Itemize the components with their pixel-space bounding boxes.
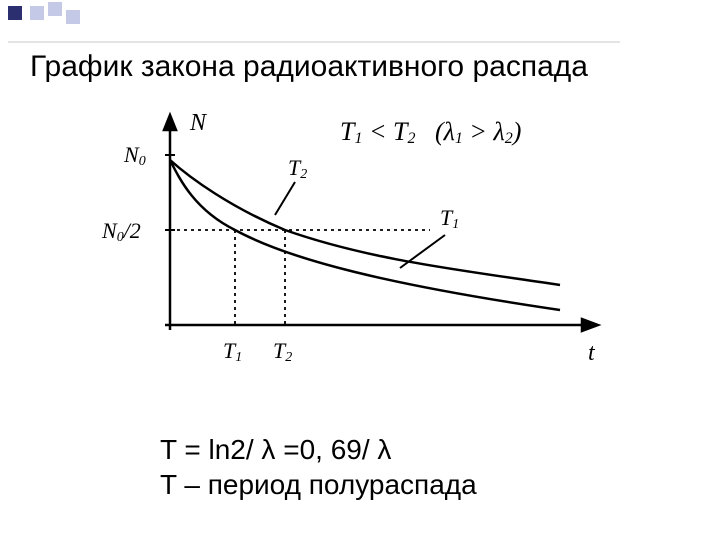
- bottom-formula-block: T = ln2/ λ =0, 69/ λ T – период полурасп…: [160, 432, 690, 502]
- y-axis-label: N: [189, 110, 208, 136]
- formula-line-2: T – период полураспада: [160, 467, 690, 502]
- xtick-T2: T2: [273, 338, 292, 365]
- curve-T1: [170, 160, 560, 310]
- decay-chart: T1 < T2 (λ1 > λ2) N t N0: [90, 110, 630, 400]
- header-decoration: [0, 0, 720, 30]
- deco-square: [48, 2, 62, 16]
- xtick-T1: T1: [223, 338, 242, 365]
- header-underline: [0, 0, 720, 48]
- curve-label-T2: T2: [288, 155, 307, 182]
- formula-top-text: T1 < T2 (λ1 > λ2): [340, 117, 521, 147]
- x-axis-label: t: [588, 340, 596, 366]
- deco-square: [66, 10, 80, 24]
- curve-T2: [170, 160, 560, 285]
- formula-line-1: T = ln2/ λ =0, 69/ λ: [160, 432, 690, 467]
- pointer-T2: [275, 182, 295, 215]
- deco-square: [30, 6, 44, 20]
- axes: [164, 115, 598, 331]
- curve-label-T1: T1: [440, 205, 459, 232]
- page-title: График закона радиоактивного распада: [30, 50, 690, 84]
- ytick-N0half: N0/2: [101, 218, 141, 245]
- slide: График закона радиоактивного распада T1 …: [0, 0, 720, 540]
- ytick-N0: N0: [123, 142, 146, 169]
- deco-square: [8, 6, 22, 20]
